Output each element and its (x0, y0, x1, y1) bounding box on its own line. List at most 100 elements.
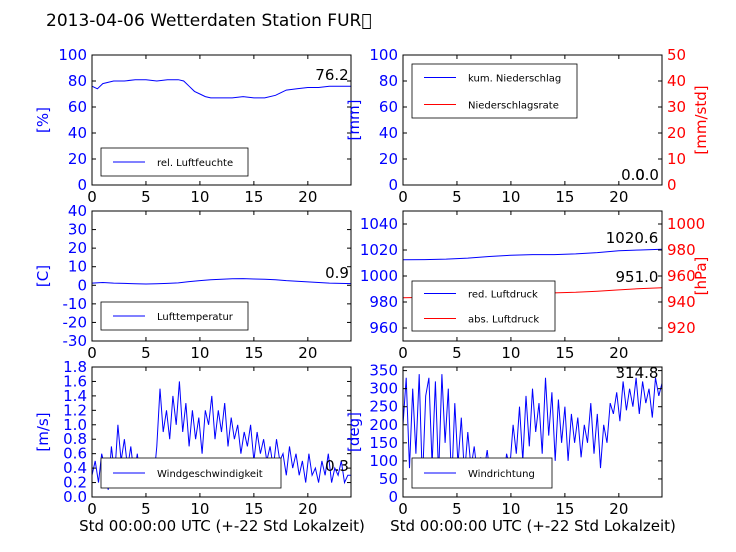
x-tick-label-wind_direction-10: 10 (501, 500, 520, 518)
x-tick-label-humidity-20: 20 (298, 188, 317, 206)
x-tick-label-temperature-20: 20 (298, 344, 317, 362)
legend-label-pressure-1: abs. Luftdruck (468, 315, 539, 326)
value-annotation-temperature-0: 0.9 (325, 264, 349, 282)
x-tick-label-wind_direction-0: 0 (398, 500, 408, 518)
y-tick-label-temperature--20: -20 (63, 313, 88, 331)
x-tick-label-humidity-0: 0 (87, 188, 97, 206)
legend-label-pressure-0: red. Luftdruck (468, 290, 538, 301)
x-tick-label-wind_speed-15: 15 (244, 500, 263, 518)
y-tick-label-wind_speed-0.2: 0.2 (63, 474, 87, 492)
plot-frame-wind_speed (91, 366, 352, 498)
y-axis-label-wind_speed: [m/s] (34, 412, 52, 451)
series-line-pressure-0 (403, 248, 662, 261)
y-tick-label-right-precipitation-0: 0 (667, 176, 677, 194)
x-tick-label-precipitation-20: 20 (609, 188, 628, 206)
y-tick-label-precipitation-80: 80 (379, 72, 398, 90)
legend-box-precipitation (411, 63, 578, 119)
series-line-humidity-0 (92, 79, 351, 99)
x-tick-label-precipitation-10: 10 (501, 188, 520, 206)
value-annotation-pressure-1: 951.0 (616, 268, 659, 286)
x-tick-label-wind_speed-10: 10 (190, 500, 209, 518)
y-tick-label-humidity-40: 40 (68, 124, 87, 142)
y-tick-label-right-pressure-940: 940 (667, 293, 696, 311)
legend-label-temperature-0: Lufttemperatur (157, 312, 234, 323)
y-tick-label-right-precipitation-10: 10 (667, 150, 686, 168)
y-axis-label-precipitation: [mm] (345, 100, 363, 141)
chart-panel-humidity: 0 5 10 15 20 0 20 40 60 80 100 [%] rel. Luftfeuchte 7… (34, 46, 352, 206)
x-tick-label-pressure-20: 20 (609, 344, 628, 362)
x-tick-label-temperature-0: 0 (87, 344, 97, 362)
chart-panel-wind_speed: 0 5 10 15 20 0.00.20.40.60.81.01.21.41.61.8 [m… (34, 358, 352, 518)
y-tick-label-humidity-60: 60 (68, 98, 87, 116)
y-tick-label-precipitation-40: 40 (379, 124, 398, 142)
chart-panel-precipitation: 0 5 10 15 20 0 20 40 60 80 100 0 10 20 30 40 50 [mm] [mm/s… (345, 46, 710, 206)
y-tick-label-wind_speed-1.6: 1.6 (63, 372, 87, 390)
y-tick-label-right-precipitation-50: 50 (667, 46, 686, 64)
y-tick-label-wind_speed-0.4: 0.4 (63, 459, 87, 477)
y-axis-label-wind_direction: [deg] (345, 412, 363, 452)
y-axis-label-temperature: [C] (34, 265, 52, 287)
x-tick-label-temperature-5: 5 (141, 344, 151, 362)
x-tick-label-precipitation-15: 15 (555, 188, 574, 206)
series-line-temperature-0 (92, 278, 351, 285)
y-tick-label-right-precipitation-30: 30 (667, 98, 686, 116)
x-tick-label-humidity-5: 5 (141, 188, 151, 206)
y-tick-label-wind_direction-300: 300 (369, 380, 398, 398)
y-tick-label-right-pressure-960: 960 (667, 267, 696, 285)
y-tick-label-wind_speed-0.8: 0.8 (63, 430, 87, 448)
plot-frame-humidity (91, 54, 352, 186)
figure-title: 2013-04-06 Wetterdaten Station FUR  (46, 11, 372, 31)
plot-frame-precipitation (402, 54, 663, 186)
x-tick-label-pressure-10: 10 (501, 344, 520, 362)
x-tick-label-wind_direction-5: 5 (452, 500, 462, 518)
legend-label-wind_direction-0: Windrichtung (468, 469, 535, 480)
y-tick-label-wind_speed-0: 0.0 (63, 488, 87, 506)
y-tick-label-temperature-40: 40 (68, 202, 87, 220)
y-tick-label-humidity-20: 20 (68, 150, 87, 168)
y-tick-label-pressure-1040: 1040 (360, 215, 398, 233)
value-annotation-humidity-0: 76.2 (315, 66, 348, 84)
y-tick-label-wind_direction-200: 200 (369, 416, 398, 434)
plot-frame-temperature (91, 210, 352, 342)
x-tick-label-humidity-10: 10 (190, 188, 209, 206)
y-tick-label-wind_speed-1.2: 1.2 (63, 401, 87, 419)
y-tick-label-wind_direction-350: 350 (369, 362, 398, 380)
y-tick-label-temperature--30: -30 (63, 332, 88, 350)
value-annotation-wind_direction-0: 314.8 (616, 364, 659, 382)
y-tick-label-wind_direction-250: 250 (369, 398, 398, 416)
y-tick-label-right-precipitation-20: 20 (667, 124, 686, 142)
value-annotation-wind_speed-0: 0.3 (325, 457, 349, 475)
x-axis-label-left: Std 00:00:00 UTC (+-22 Std Lokalzeit) (79, 517, 365, 535)
y-tick-label-humidity-0: 0 (77, 176, 87, 194)
x-tick-label-wind_speed-5: 5 (141, 500, 151, 518)
y-tick-label-right-pressure-920: 920 (667, 319, 696, 337)
y-tick-label-humidity-80: 80 (68, 72, 87, 90)
y-tick-label-humidity-100: 100 (58, 46, 87, 64)
y-tick-label-right-pressure-980: 980 (667, 241, 696, 259)
y-tick-label-wind_direction-0: 0 (388, 488, 398, 506)
legend-label-wind_speed-0: Windgeschwindigkeit (157, 469, 263, 480)
x-tick-label-wind_speed-0: 0 (87, 500, 97, 518)
y-tick-label-precipitation-60: 60 (379, 98, 398, 116)
x-tick-label-pressure-5: 5 (452, 344, 462, 362)
legend-label-precipitation-1: Niederschlagsrate (468, 101, 559, 112)
y-tick-label-temperature-20: 20 (68, 239, 87, 257)
value-annotation-precipitation-1: 0.0 (635, 166, 659, 184)
x-tick-label-pressure-15: 15 (555, 344, 574, 362)
y-tick-label-wind_speed-1: 1.0 (63, 416, 87, 434)
x-tick-label-precipitation-0: 0 (398, 188, 408, 206)
y-tick-label-pressure-980: 980 (369, 293, 398, 311)
x-tick-label-temperature-15: 15 (244, 344, 263, 362)
legend-box-pressure (411, 280, 556, 332)
plot-frame-wind_direction (402, 366, 663, 498)
y-tick-label-pressure-960: 960 (369, 319, 398, 337)
y-tick-label-wind_speed-1.4: 1.4 (63, 387, 87, 405)
x-tick-label-wind_direction-20: 20 (609, 500, 628, 518)
y-tick-label-pressure-1020: 1020 (360, 241, 398, 259)
y-tick-label-temperature-0: 0 (77, 276, 87, 294)
x-tick-label-wind_direction-15: 15 (555, 500, 574, 518)
y-tick-label-wind_direction-50: 50 (379, 470, 398, 488)
legend-label-precipitation-0: kum. Niederschlag (468, 74, 561, 85)
